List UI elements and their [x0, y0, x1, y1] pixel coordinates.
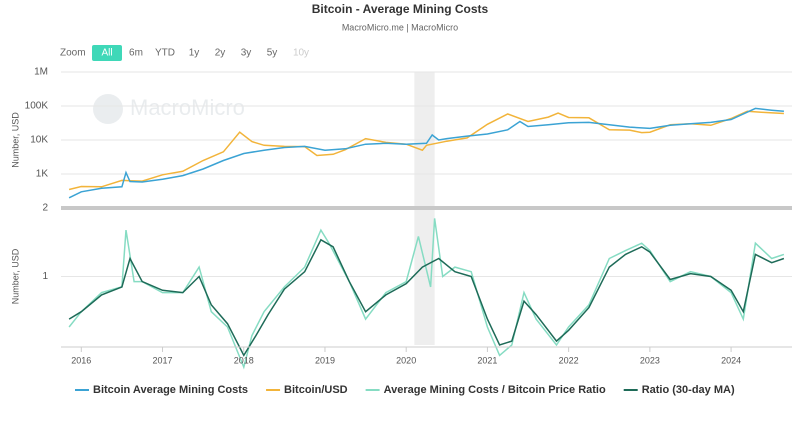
watermark-text: MacroMicro	[130, 95, 245, 120]
x-tick-label: 2016	[71, 355, 91, 365]
y-tick-label: 2	[42, 203, 48, 214]
watermark-logo	[93, 94, 123, 124]
legend-entry[interactable]: Ratio (30-day MA)	[642, 384, 735, 396]
y-axis-label: Number, USD	[10, 112, 20, 168]
watermark: MacroMicro	[93, 94, 245, 124]
legend-entry[interactable]: Average Mining Costs / Bitcoin Price Rat…	[384, 384, 606, 396]
zoom-button[interactable]: All	[101, 48, 112, 59]
x-tick-label: 2018	[234, 355, 254, 365]
data-line	[68, 110, 784, 191]
zoom-label: Zoom	[60, 48, 86, 59]
data-line	[68, 107, 784, 199]
zoom-button[interactable]: 5y	[267, 48, 278, 59]
zoom-button[interactable]: YTD	[155, 48, 175, 59]
x-tick-label: 2021	[477, 355, 497, 365]
x-tick-label: 2022	[559, 355, 579, 365]
data-line	[68, 238, 785, 357]
y-tick-label: 1K	[36, 169, 49, 180]
chart-title: Bitcoin - Average Mining Costs	[312, 2, 489, 16]
chart-subtitle: MacroMicro.me | MacroMicro	[342, 22, 458, 32]
y-tick-label: 1	[42, 271, 48, 282]
y-tick-label: 1M	[34, 67, 48, 78]
x-tick-label: 2020	[396, 355, 416, 365]
x-tick-label: 2019	[315, 355, 335, 365]
zoom-button[interactable]: 1y	[189, 48, 200, 59]
y-tick-label: 10K	[30, 135, 48, 146]
zoom-button[interactable]: 10y	[293, 48, 309, 59]
y-tick-label: 100K	[25, 101, 49, 112]
zoom-button[interactable]: 2y	[215, 48, 226, 59]
y-axis-label: Number, USD	[10, 248, 20, 304]
zoom-button-bg	[92, 45, 122, 61]
legend-entry[interactable]: Bitcoin Average Mining Costs	[93, 384, 248, 396]
legend-entry[interactable]: Bitcoin/USD	[284, 384, 348, 396]
x-tick-label: 2017	[153, 355, 173, 365]
zoom-button[interactable]: 6m	[129, 48, 143, 59]
x-tick-label: 2023	[640, 355, 660, 365]
x-tick-label: 2024	[721, 355, 741, 365]
zoom-button[interactable]: 3y	[241, 48, 252, 59]
